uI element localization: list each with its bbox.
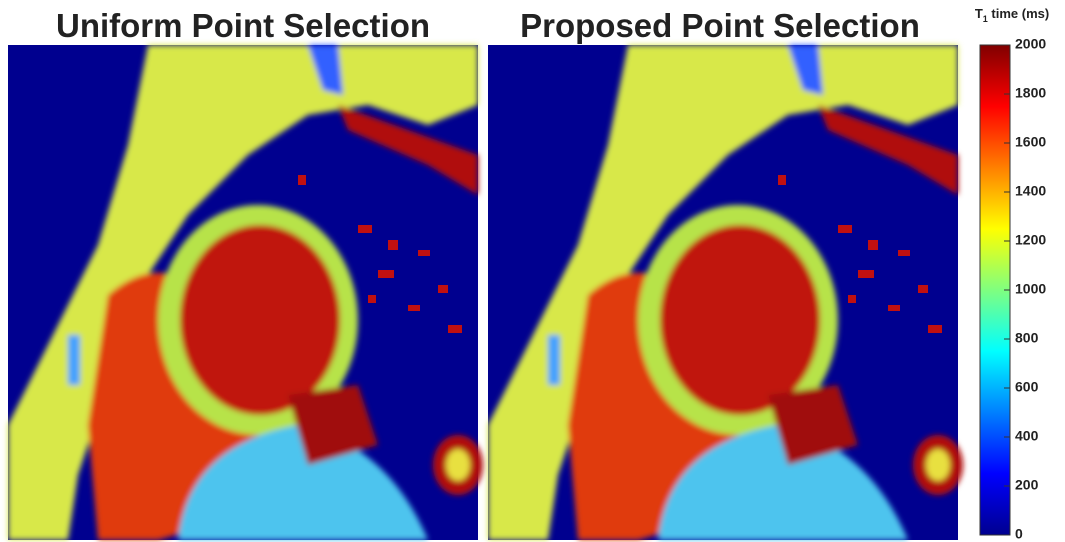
tick-label: 800 [1015,330,1039,346]
tick-label: 200 [1015,477,1039,493]
tick-label: 1200 [1015,232,1046,248]
tick-label: 1000 [1015,281,1046,297]
label-main: T [975,6,983,21]
tick-label: 1800 [1015,85,1046,101]
tick-label: 1400 [1015,183,1046,199]
t1-map-uniform [8,45,483,540]
figure: Uniform Point Selection Proposed Point S… [0,0,1065,542]
tick-label: 400 [1015,428,1039,444]
panel-title: Uniform Point Selection [56,7,430,44]
label-rest: time (ms) [988,6,1049,21]
t1-map-proposed [488,45,963,540]
tick-label: 0 [1015,526,1023,542]
tick-label: 1600 [1015,134,1046,150]
colorbar-label: T1 time (ms) [975,6,1049,24]
tick-label: 600 [1015,379,1039,395]
tick-label: 2000 [1015,36,1046,52]
panel-title: Proposed Point Selection [520,7,920,44]
